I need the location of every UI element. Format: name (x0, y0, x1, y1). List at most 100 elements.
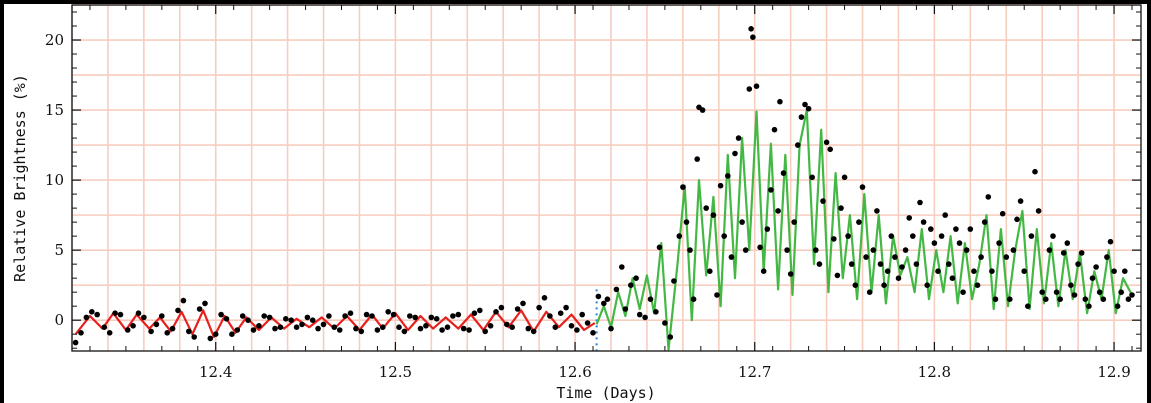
data-point (924, 282, 930, 289)
data-point (568, 323, 575, 329)
data-point (877, 261, 884, 267)
data-point (917, 199, 923, 206)
data-point (798, 114, 805, 120)
data-point (315, 325, 321, 332)
data-point (1111, 268, 1117, 275)
data-point (636, 311, 643, 318)
plot-frame (71, 4, 1142, 352)
data-point (717, 182, 724, 189)
data-point (953, 226, 959, 232)
data-point (687, 247, 693, 253)
data-point (775, 208, 781, 214)
data-series (72, 26, 1135, 351)
data-point (863, 254, 869, 260)
x-tick-label: 12.5 (379, 363, 412, 381)
x-tick-label: 12.8 (918, 363, 951, 381)
fit-line-after (595, 109, 1133, 351)
data-point (186, 328, 192, 335)
data-point (622, 306, 629, 312)
data-point (353, 325, 359, 332)
data-point (272, 325, 278, 332)
data-point (870, 247, 877, 253)
data-point (1107, 238, 1114, 245)
data-point (978, 254, 984, 260)
data-point (1050, 233, 1056, 239)
data-point (838, 205, 844, 211)
data-point (584, 320, 591, 326)
data-point (477, 307, 483, 314)
data-point (601, 300, 607, 307)
data-point (653, 309, 659, 315)
data-point (714, 292, 720, 298)
data-point (293, 324, 300, 331)
data-point (1025, 303, 1031, 310)
data-point (1114, 303, 1121, 310)
data-point (985, 194, 992, 200)
data-point (633, 275, 639, 282)
data-point (455, 311, 462, 318)
data-point (892, 254, 898, 260)
data-point (1082, 296, 1089, 303)
data-point (288, 317, 295, 324)
data-point (613, 286, 620, 293)
data-point (1032, 168, 1038, 175)
data-point (1039, 289, 1045, 296)
data-point (320, 321, 327, 328)
data-point (721, 233, 727, 239)
data-point (647, 296, 654, 303)
data-point (827, 146, 833, 153)
data-point (148, 328, 154, 335)
data-point (159, 313, 165, 319)
data-point (552, 324, 559, 331)
data-point (1096, 289, 1103, 296)
data-point (514, 306, 521, 312)
data-point (358, 328, 365, 335)
data-point (245, 317, 251, 324)
data-point (949, 275, 956, 282)
data-point (239, 313, 246, 319)
data-point (536, 304, 542, 311)
data-point (1093, 264, 1099, 270)
data-point (874, 208, 880, 214)
data-point (401, 328, 408, 335)
data-point (433, 316, 440, 322)
data-point (676, 233, 683, 239)
data-point (563, 304, 569, 311)
data-point (530, 328, 537, 335)
y-tick-label: 15 (45, 101, 64, 119)
data-point (742, 247, 749, 253)
data-point (920, 219, 927, 225)
data-point (1003, 254, 1010, 260)
data-point (574, 327, 580, 333)
data-point (748, 26, 754, 32)
data-point (942, 212, 948, 218)
data-point (78, 330, 84, 336)
data-point (981, 219, 988, 225)
data-point (283, 316, 289, 322)
x-tick-label: 12.6 (558, 363, 591, 381)
data-point (202, 300, 208, 307)
x-tick-label: 12.4 (199, 363, 232, 381)
data-point (439, 327, 445, 333)
data-point (667, 334, 674, 340)
data-point (460, 325, 467, 332)
y-tick-label: 0 (54, 311, 64, 329)
data-point (547, 313, 553, 319)
data-point (703, 205, 709, 211)
data-point (207, 335, 214, 342)
data-point (141, 314, 147, 321)
data-point (834, 272, 841, 279)
x-axis-title: Time (Days) (556, 384, 655, 402)
data-point (380, 324, 386, 331)
data-point (1028, 233, 1035, 239)
data-point (690, 296, 697, 303)
data-point (1071, 292, 1078, 298)
data-point (94, 311, 100, 318)
data-point (498, 304, 505, 311)
data-point (845, 233, 851, 239)
data-point (428, 314, 435, 321)
data-point (466, 327, 472, 333)
x-tick-label: 12.9 (1097, 363, 1130, 381)
data-point (656, 244, 663, 251)
